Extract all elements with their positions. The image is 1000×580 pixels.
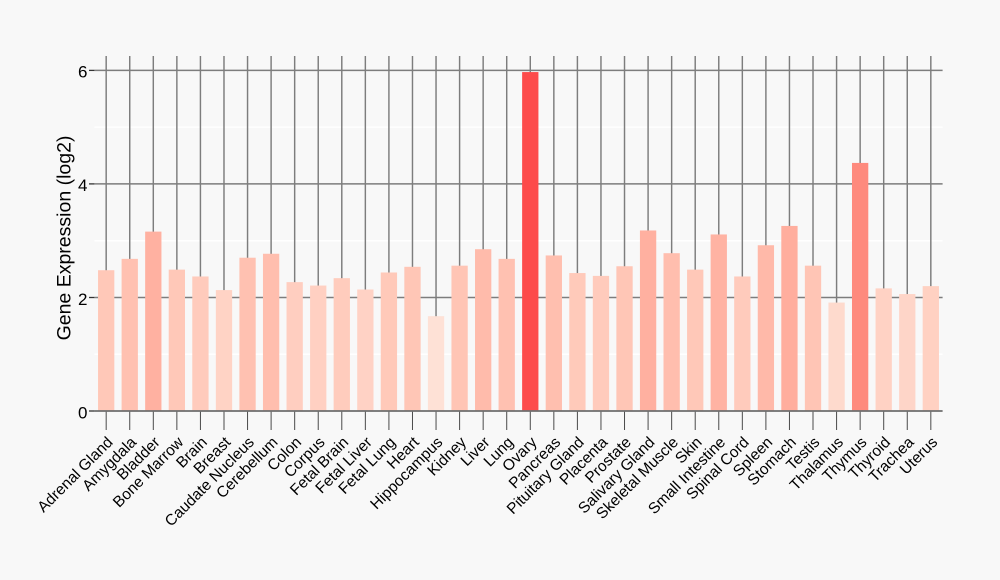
svg-text:2: 2 bbox=[78, 290, 87, 309]
svg-text:0: 0 bbox=[78, 403, 87, 422]
svg-text:6: 6 bbox=[78, 63, 87, 82]
svg-text:4: 4 bbox=[78, 176, 87, 195]
svg-text:Gene Expression (log2): Gene Expression (log2) bbox=[54, 136, 76, 341]
